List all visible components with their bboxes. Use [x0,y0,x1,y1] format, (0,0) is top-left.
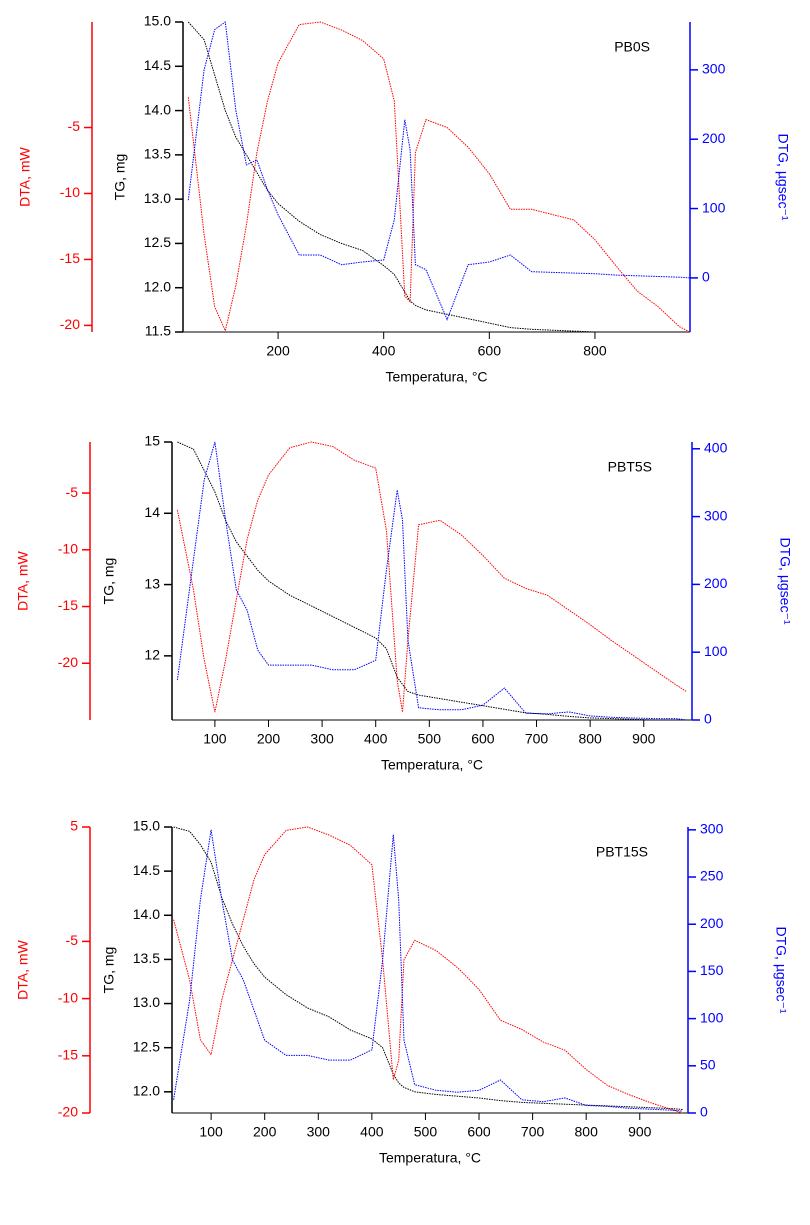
x-tick-label: 600 [471,731,495,747]
y-tick-label: 13.5 [144,146,171,162]
y-axis-title: TG, mg [112,154,128,201]
y3-tick-label: -15 [58,597,78,613]
y2-tick-label: 400 [704,439,728,455]
curve-y [177,441,687,721]
sample-label: PBT15S [596,844,648,860]
y3-tick-label: -10 [58,540,78,556]
x-tick-label: 200 [253,1124,277,1140]
curve-y3 [176,441,687,713]
y3-axis-title: DTA, mW [17,146,33,206]
y3-axis-title: DTA, mW [15,939,31,999]
y3-tick-label: -10 [58,989,78,1005]
curve-y2 [173,829,683,1112]
y2-tick-label: 300 [700,821,724,837]
y-axis-title: TG, mg [101,558,117,605]
y2-tick-label: 0 [702,269,710,285]
curve-y3 [173,826,683,1114]
y3-tick-label: -20 [58,654,78,670]
x-tick-label: 300 [307,1124,331,1140]
x-tick-label: 400 [364,731,388,747]
sample-label: PBT5S [608,459,652,475]
y2-tick-label: 250 [700,868,724,884]
y3-tick-label: -15 [58,1047,78,1063]
curve-y2 [187,21,691,321]
y-tick-label: 11.5 [145,323,171,339]
y-tick-label: 13.0 [133,994,160,1010]
x-tick-label: 500 [414,1124,438,1140]
y-tick-label: 13.5 [133,950,160,966]
x-tick-label: 200 [266,343,290,359]
y-tick-label: 15.0 [144,13,171,29]
y3-tick-label: -5 [66,484,79,500]
curve-y3 [187,21,691,333]
y-tick-label: 13 [144,575,160,591]
y-tick-label: 12.5 [133,1038,160,1054]
y3-tick-label: 5 [70,818,78,834]
y-axis-title: TG, mg [101,947,117,994]
y2-tick-label: 150 [700,962,724,978]
y2-tick-label: 300 [702,61,726,77]
sample-label: PB0S [614,39,650,55]
y2-tick-label: 200 [704,575,728,591]
x-axis-title: Temperatura, °C [379,1150,481,1166]
curve-y [187,21,690,333]
y-tick-label: 12.0 [133,1083,160,1099]
y-tick-label: 14.0 [144,101,171,117]
y-tick-label: 15.0 [133,818,160,834]
y-tick-label: 15 [144,433,160,449]
y2-tick-label: 0 [700,1104,708,1120]
x-tick-label: 800 [583,343,607,359]
x-tick-label: 400 [360,1124,384,1140]
x-tick-label: 900 [632,731,656,747]
y3-tick-label: -10 [60,184,80,200]
x-tick-label: 700 [525,731,549,747]
y2-axis-title: DTG, µgsec⁻¹ [775,133,791,220]
y2-axis-title: DTG, µgsec⁻¹ [777,537,793,624]
curve-y [173,826,683,1110]
x-tick-label: 200 [257,731,281,747]
y3-axis-title: DTA, mW [15,550,31,610]
y2-tick-label: 200 [702,130,726,146]
x-tick-label: 800 [578,731,602,747]
y3-tick-label: -5 [68,118,81,134]
y3-tick-label: -20 [60,316,80,332]
y2-tick-label: 100 [700,1009,724,1025]
x-tick-label: 300 [310,731,334,747]
x-tick-label: 700 [521,1124,545,1140]
y-tick-label: 12 [144,647,160,663]
y-tick-label: 14 [144,504,160,520]
y2-tick-label: 100 [702,199,726,215]
x-tick-label: 100 [203,731,227,747]
y2-tick-label: 300 [704,507,728,523]
y-tick-label: 12.5 [144,234,171,250]
x-tick-label: 800 [575,1124,599,1140]
y-tick-label: 14.5 [144,57,171,73]
x-axis-title: Temperatura, °C [381,757,483,773]
y-tick-label: 12.0 [144,278,171,294]
y2-tick-label: 100 [704,643,728,659]
y3-tick-label: -5 [66,932,79,948]
x-tick-label: 600 [467,1124,491,1140]
y-tick-label: 13.0 [144,190,171,206]
x-tick-label: 100 [199,1124,223,1140]
curve-y2 [176,441,687,721]
x-tick-label: 600 [478,343,502,359]
x-axis-title: Temperatura, °C [385,369,487,385]
y2-tick-label: 50 [700,1057,716,1073]
y2-axis-title: DTG, µgsec⁻¹ [773,926,789,1013]
y2-tick-label: 0 [704,711,712,727]
y3-tick-label: -15 [60,250,80,266]
y3-tick-label: -20 [58,1104,78,1120]
x-tick-label: 900 [628,1124,652,1140]
y-tick-label: 14.5 [133,862,160,878]
y-tick-label: 14.0 [133,906,160,922]
x-tick-label: 400 [372,343,396,359]
y2-tick-label: 200 [700,915,724,931]
x-tick-label: 500 [418,731,442,747]
